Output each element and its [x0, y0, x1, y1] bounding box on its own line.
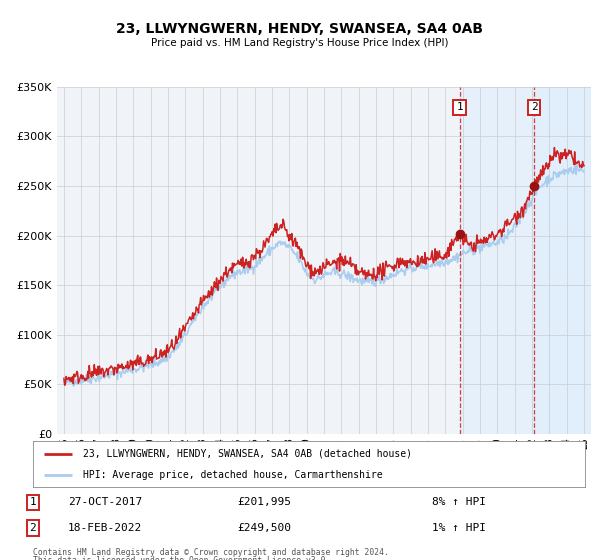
- Text: 2: 2: [531, 102, 538, 113]
- Text: HPI: Average price, detached house, Carmarthenshire: HPI: Average price, detached house, Carm…: [83, 470, 382, 480]
- Text: 1% ↑ HPI: 1% ↑ HPI: [432, 523, 486, 533]
- Bar: [460, 87, 591, 434]
- Text: 1: 1: [456, 102, 463, 113]
- Bar: [535, 87, 591, 434]
- Text: 23, LLWYNGWERN, HENDY, SWANSEA, SA4 0AB (detached house): 23, LLWYNGWERN, HENDY, SWANSEA, SA4 0AB …: [83, 449, 412, 459]
- Text: Price paid vs. HM Land Registry's House Price Index (HPI): Price paid vs. HM Land Registry's House …: [151, 38, 449, 48]
- Text: £201,995: £201,995: [237, 497, 291, 507]
- Text: Contains HM Land Registry data © Crown copyright and database right 2024.: Contains HM Land Registry data © Crown c…: [33, 548, 389, 557]
- Text: 23, LLWYNGWERN, HENDY, SWANSEA, SA4 0AB: 23, LLWYNGWERN, HENDY, SWANSEA, SA4 0AB: [116, 22, 484, 36]
- Text: This data is licensed under the Open Government Licence v3.0.: This data is licensed under the Open Gov…: [33, 556, 331, 560]
- Text: 8% ↑ HPI: 8% ↑ HPI: [432, 497, 486, 507]
- Text: 27-OCT-2017: 27-OCT-2017: [68, 497, 142, 507]
- Text: 18-FEB-2022: 18-FEB-2022: [68, 523, 142, 533]
- Text: £249,500: £249,500: [237, 523, 291, 533]
- Text: 1: 1: [29, 497, 37, 507]
- Text: 2: 2: [29, 523, 37, 533]
